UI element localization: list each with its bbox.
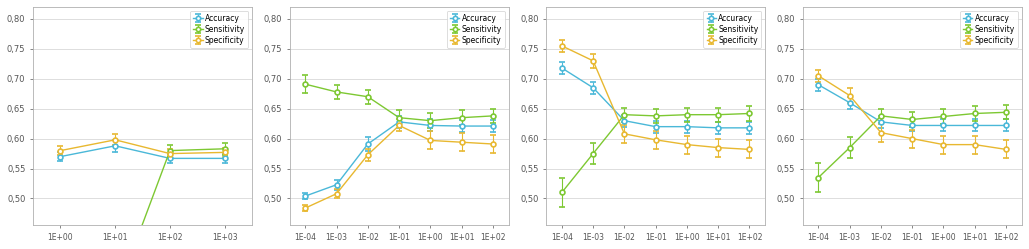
Legend: Accuracy, Sensitivity, Specificity: Accuracy, Sensitivity, Specificity xyxy=(447,11,505,48)
Legend: Accuracy, Sensitivity, Specificity: Accuracy, Sensitivity, Specificity xyxy=(960,11,1018,48)
Legend: Accuracy, Sensitivity, Specificity: Accuracy, Sensitivity, Specificity xyxy=(704,11,761,48)
Legend: Accuracy, Sensitivity, Specificity: Accuracy, Sensitivity, Specificity xyxy=(190,11,248,48)
